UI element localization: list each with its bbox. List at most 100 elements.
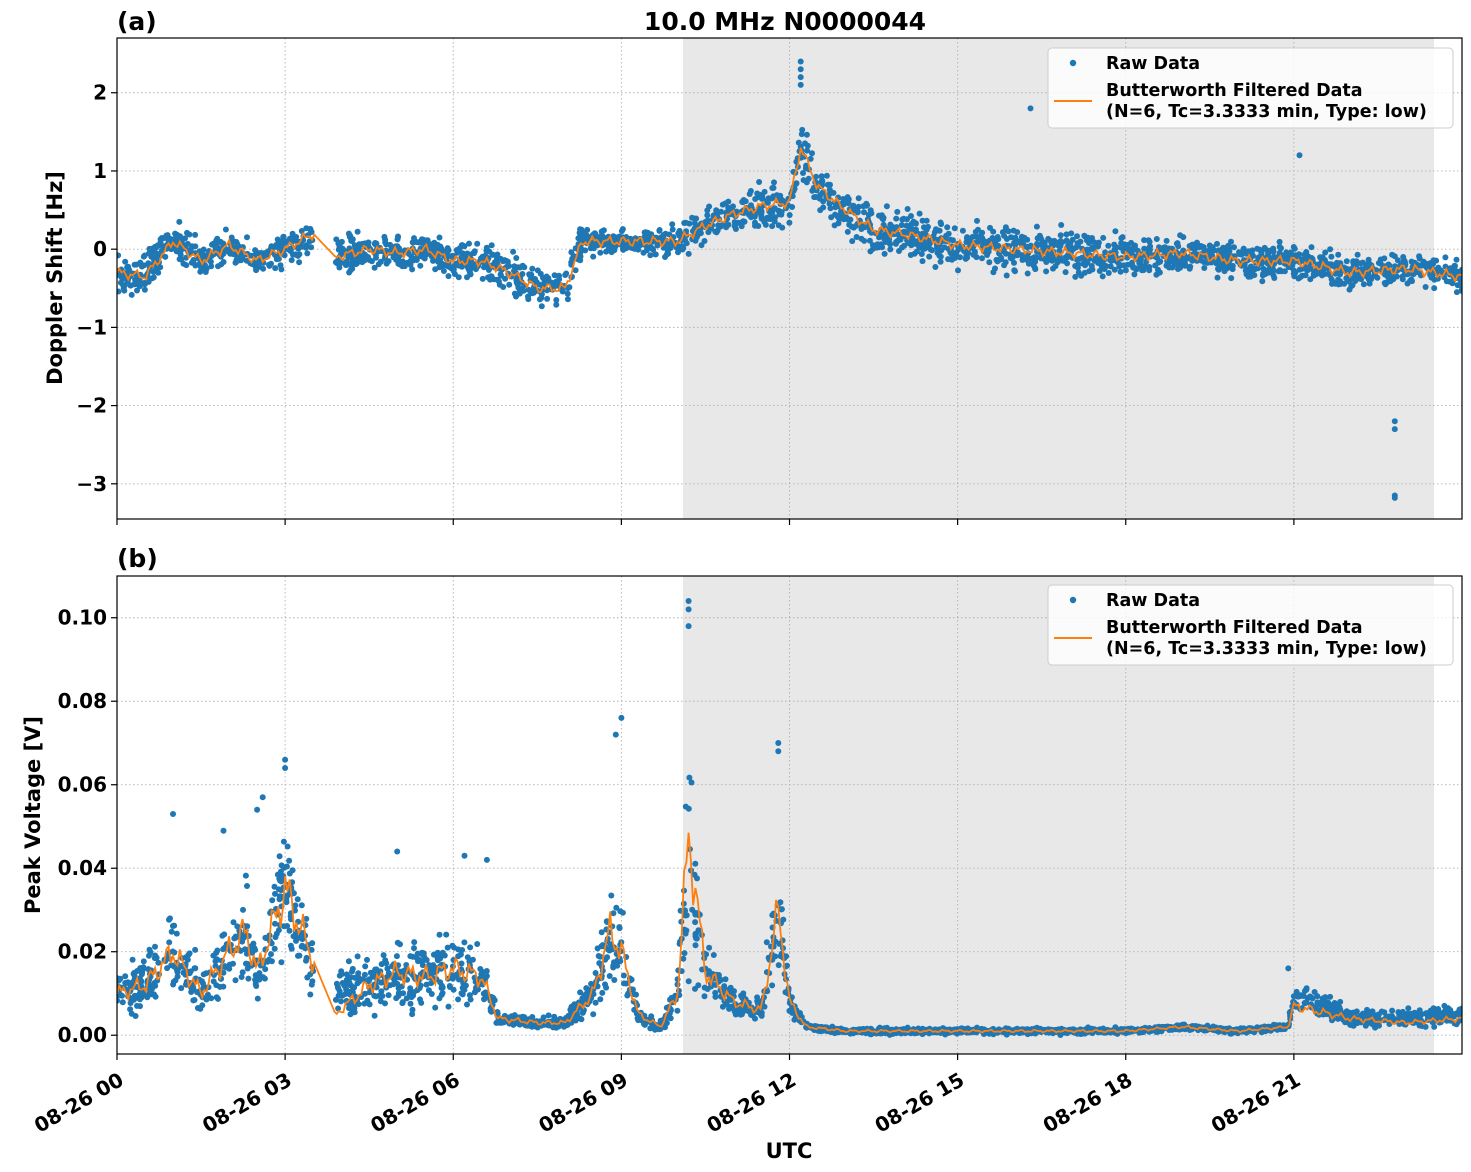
raw-data-point (1271, 275, 1278, 281)
raw-data-point (791, 185, 798, 192)
raw-data-point (278, 862, 285, 869)
raw-data-point (695, 927, 702, 934)
raw-data-point (769, 982, 776, 989)
raw-data-point (792, 181, 799, 188)
raw-data-point (1163, 237, 1170, 244)
raw-data-point (197, 268, 204, 275)
raw-data-point (458, 990, 465, 997)
raw-data-point (682, 219, 689, 226)
raw-data-point (1075, 261, 1082, 268)
raw-data-point (192, 243, 199, 250)
raw-data-point (278, 266, 285, 273)
raw-data-point (683, 240, 690, 247)
raw-data-point (747, 188, 754, 194)
raw-data-point (345, 230, 352, 237)
raw-data-point (128, 1010, 135, 1017)
raw-data-point (467, 261, 474, 268)
raw-data-point (610, 233, 617, 240)
raw-data-point (1011, 267, 1018, 274)
raw-data-point (242, 872, 249, 879)
raw-data-point (887, 221, 894, 228)
raw-data-point (268, 951, 274, 958)
raw-data-point (1023, 243, 1030, 250)
raw-data-point (675, 230, 682, 237)
raw-data-point (1335, 276, 1342, 283)
raw-data-point (1247, 263, 1254, 270)
raw-data-point (1389, 251, 1396, 258)
raw-data-point (1435, 266, 1442, 273)
raw-data-point (268, 244, 275, 251)
raw-data-point (466, 992, 473, 999)
raw-data-point (296, 251, 303, 258)
raw-data-point (1211, 247, 1218, 254)
raw-data-point (1221, 253, 1228, 260)
raw-data-point (804, 147, 811, 154)
raw-data-point (1290, 244, 1297, 250)
raw-data-point (1322, 249, 1329, 256)
raw-data-point (698, 242, 705, 249)
raw-data-point (458, 254, 465, 261)
raw-data-point (138, 971, 145, 978)
raw-data-point (682, 930, 689, 937)
raw-data-point (1261, 244, 1268, 251)
raw-data-point (269, 897, 276, 904)
raw-data-point (1177, 232, 1184, 239)
raw-data-point (411, 235, 417, 242)
raw-data-point (866, 237, 873, 244)
raw-data-point (215, 995, 221, 1002)
raw-data-point (764, 214, 771, 221)
raw-data-point (1086, 246, 1093, 253)
raw-data-point (742, 198, 749, 205)
raw-data-point (309, 940, 316, 947)
raw-data-point (647, 244, 654, 251)
raw-data-point (805, 175, 812, 182)
raw-data-point (680, 955, 687, 962)
raw-data-point (683, 912, 690, 919)
raw-data-point (1108, 256, 1115, 263)
raw-data-point (797, 74, 804, 81)
raw-data-point (253, 983, 260, 989)
raw-data-point (1453, 289, 1460, 296)
raw-data-point (511, 263, 518, 270)
raw-data-point (769, 223, 776, 230)
raw-data-point (131, 972, 138, 979)
raw-data-point (345, 958, 352, 965)
raw-data-point (845, 196, 852, 203)
raw-data-point (136, 283, 143, 290)
raw-data-point (545, 1012, 552, 1019)
raw-data-point (514, 281, 521, 288)
raw-data-point (1318, 999, 1325, 1006)
raw-data-point (1027, 105, 1034, 112)
panel-label: (a) (117, 7, 157, 36)
raw-data-point (449, 975, 456, 982)
raw-data-point (953, 249, 960, 256)
raw-data-point (1122, 267, 1129, 274)
raw-data-point (506, 281, 513, 288)
raw-data-point (332, 259, 339, 266)
raw-data-point (234, 923, 241, 930)
raw-data-point (1131, 271, 1138, 278)
raw-data-point (1375, 260, 1382, 266)
raw-data-point (294, 896, 301, 903)
raw-data-point (445, 1003, 452, 1010)
raw-data-point (190, 257, 197, 263)
raw-data-point (146, 250, 152, 257)
raw-data-point (220, 946, 227, 953)
raw-data-point (440, 268, 447, 274)
raw-data-point (276, 853, 283, 860)
raw-data-point (656, 227, 663, 234)
raw-data-point (1214, 274, 1221, 281)
raw-data-point (436, 234, 443, 241)
raw-data-point (827, 205, 834, 212)
raw-data-point (127, 1000, 134, 1006)
raw-data-point (435, 954, 442, 961)
raw-data-point (252, 247, 259, 254)
raw-data-point (1349, 282, 1356, 289)
raw-data-point (1231, 244, 1237, 251)
raw-data-point (1431, 1023, 1438, 1030)
raw-data-point (901, 242, 908, 249)
raw-data-point (1117, 268, 1124, 275)
raw-data-point (240, 934, 247, 941)
raw-data-point (217, 983, 223, 990)
raw-data-point (769, 185, 776, 191)
